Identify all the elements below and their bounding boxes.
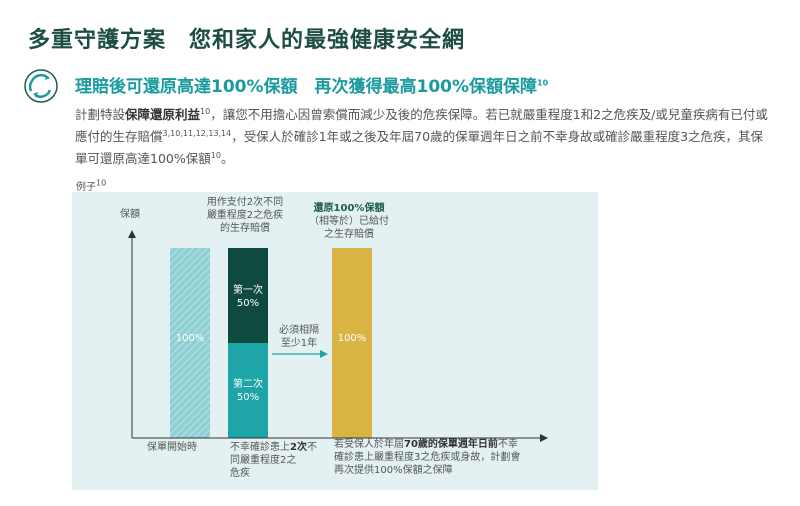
- para-text-d: 。: [220, 151, 234, 166]
- gap-arrow-head: [320, 350, 328, 358]
- top-annotation: 用作支付2次不同嚴重程度2之危疾的生存賠償: [206, 197, 284, 234]
- y-axis-label: 保額: [120, 209, 140, 220]
- example-footnote: 10: [96, 178, 107, 188]
- second-claim-label: 第二次 50%: [233, 379, 263, 403]
- x-label-two-claims: 不幸確診患上2次不同嚴重程度2之 危疾: [230, 441, 326, 480]
- example-label: 例子10: [76, 178, 106, 193]
- x-label-restore: 若受保人於年屆70歲的保單週年日前不幸 確診患上嚴重程度3之危疾或身故，計劃會 …: [334, 438, 554, 477]
- x-label-restore-c: 不幸 確診患上嚴重程度3之危疾或身故，計劃會 再次提供100%保額之保障: [334, 439, 521, 476]
- intro-paragraph: 計劃特設保障還原利益10，讓您不用擔心因曾索償而減少及後的危疾保障。若已就嚴重程…: [75, 104, 775, 170]
- para-text-b: ，讓您不用擔心因曾索償而減少及後的危疾保障。若已就嚴重程度1和2之危疾及/或兒童…: [75, 107, 768, 144]
- bar-restored: [332, 248, 372, 438]
- x-label-two-claims-c: 不同嚴重程度2之 危疾: [230, 442, 317, 479]
- bar1-data-label: 100%: [175, 333, 205, 344]
- para-text-c: ，受保人於確診1年或之後及年屆70歲的保單週年日之前不幸身故或確診嚴重程度3之危…: [75, 129, 764, 166]
- subtitle-footnote: 10: [537, 78, 549, 88]
- x-label-two-claims-b: 2次: [290, 442, 307, 453]
- x-label-two-claims-a: 不幸確診患上: [230, 442, 290, 453]
- x-axis-arrowhead: [540, 434, 548, 442]
- bar-first-claim: [228, 248, 268, 343]
- circular-arrows-icon: [24, 69, 58, 103]
- bar3-data-label: 100%: [337, 333, 367, 344]
- para-bold-term: 保障還原利益: [125, 107, 201, 122]
- subtitle: 理賠後可還原高達100%保額 再次獲得最高100%保額保障10: [75, 72, 548, 97]
- chart: [128, 230, 548, 442]
- para-footnote-2: 3,10,11,12,13,14: [162, 128, 232, 138]
- x-label-restore-a: 若受保人於年屆: [334, 439, 404, 450]
- gap-label: 必須相隔 至少1年: [279, 325, 319, 349]
- restore-annotation-text: （相等於）已給付 之生存賠償: [309, 216, 389, 240]
- restore-annotation-title: 還原100%保額: [313, 203, 385, 214]
- bar-second-claim: [228, 343, 268, 438]
- first-claim-label: 第一次 50%: [233, 285, 263, 309]
- page-title: 多重守護方案 您和家人的最強健康安全網: [28, 28, 466, 53]
- bar-policy-start: [170, 248, 210, 438]
- subtitle-text: 理賠後可還原高達100%保額 再次獲得最高100%保額保障: [75, 77, 538, 97]
- x-label-restore-b: 70歲的保單週年日前: [404, 439, 498, 450]
- y-axis-arrowhead: [128, 230, 136, 238]
- para-text-a: 計劃特設: [75, 107, 126, 122]
- para-footnote-3: 10: [210, 150, 221, 160]
- example-text: 例子: [76, 182, 96, 193]
- x-label-policy-start: 保單開始時: [147, 442, 197, 453]
- para-footnote-1: 10: [200, 106, 211, 116]
